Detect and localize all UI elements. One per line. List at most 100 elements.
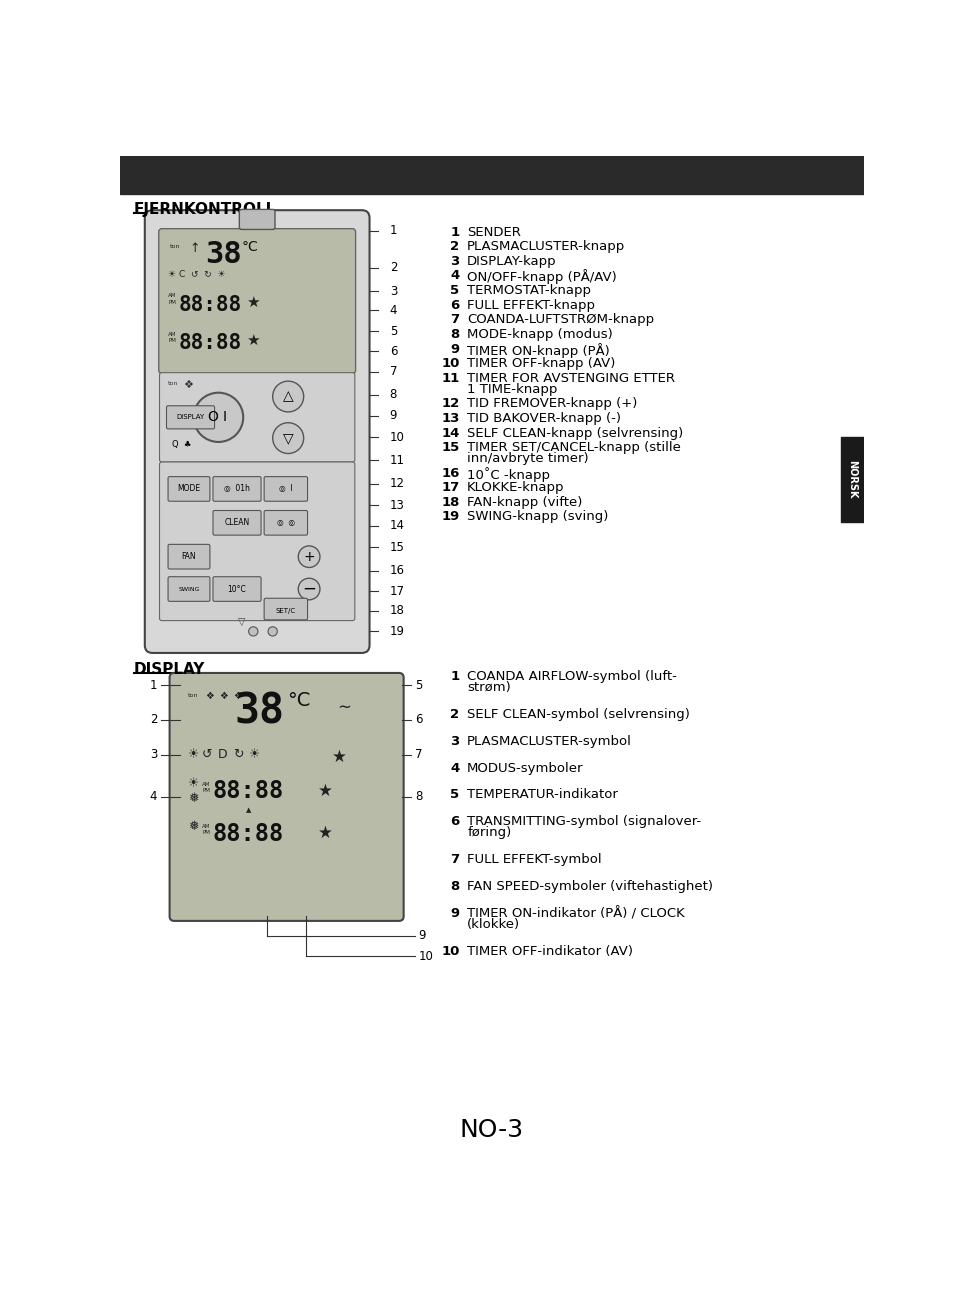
Text: 9: 9 <box>450 342 460 355</box>
FancyBboxPatch shape <box>145 210 370 653</box>
Text: DISPLAY-kapp: DISPLAY-kapp <box>468 255 557 268</box>
Text: ▽: ▽ <box>283 432 294 445</box>
FancyBboxPatch shape <box>213 577 261 601</box>
Text: ↑: ↑ <box>190 242 201 255</box>
Text: FULL EFFEKT-knapp: FULL EFFEKT-knapp <box>468 299 595 312</box>
Circle shape <box>299 546 320 568</box>
Text: TERMOSTAT-knapp: TERMOSTAT-knapp <box>468 284 591 297</box>
Text: DISPLAY: DISPLAY <box>177 415 204 420</box>
Text: COANDA AIRFLOW-symbol (luft-: COANDA AIRFLOW-symbol (luft- <box>468 670 677 683</box>
Text: 11: 11 <box>442 372 460 385</box>
Text: 10: 10 <box>419 950 433 963</box>
Text: 6: 6 <box>450 299 460 312</box>
Text: 88:88: 88:88 <box>213 779 284 804</box>
Bar <box>120 156 864 194</box>
Text: AM: AM <box>168 332 177 337</box>
Text: ◎  I: ◎ I <box>279 485 293 494</box>
Text: ☀: ☀ <box>188 778 200 791</box>
Text: 10: 10 <box>441 945 460 958</box>
Text: KLOKKE-knapp: KLOKKE-knapp <box>468 481 564 494</box>
Text: PM: PM <box>168 338 176 343</box>
Text: strøm): strøm) <box>468 680 511 693</box>
Text: PM: PM <box>203 788 210 793</box>
Text: 10˚C -knapp: 10˚C -knapp <box>468 467 550 482</box>
Circle shape <box>249 627 258 636</box>
Text: TID FREMOVER-knapp (+): TID FREMOVER-knapp (+) <box>468 398 637 411</box>
Text: 19: 19 <box>442 511 460 524</box>
Text: MODE-knapp (modus): MODE-knapp (modus) <box>468 328 612 341</box>
Text: 4: 4 <box>150 791 157 804</box>
Text: TIMER FOR AVSTENGING ETTER: TIMER FOR AVSTENGING ETTER <box>468 372 675 385</box>
FancyBboxPatch shape <box>170 673 403 921</box>
FancyBboxPatch shape <box>158 228 355 373</box>
Text: TEMPERATUR-indikator: TEMPERATUR-indikator <box>468 788 618 801</box>
Text: ❖: ❖ <box>183 380 194 390</box>
Text: ↺: ↺ <box>203 748 213 762</box>
Text: FULL EFFEKT-symbol: FULL EFFEKT-symbol <box>468 853 602 866</box>
FancyBboxPatch shape <box>264 477 307 502</box>
Text: SELF CLEAN-knapp (selvrensing): SELF CLEAN-knapp (selvrensing) <box>468 426 684 439</box>
Text: 6: 6 <box>390 345 397 358</box>
Text: DISPLAY: DISPLAY <box>134 662 205 678</box>
Text: 10: 10 <box>390 430 404 443</box>
Text: +: + <box>303 550 315 564</box>
Text: 9: 9 <box>450 907 460 920</box>
Text: NO-3: NO-3 <box>460 1118 524 1142</box>
Text: ❖: ❖ <box>219 692 228 701</box>
Text: 15: 15 <box>390 540 404 553</box>
Text: CLEAN: CLEAN <box>225 518 250 527</box>
Text: TRANSMITTING-symbol (signalover-: TRANSMITTING-symbol (signalover- <box>468 815 702 828</box>
Text: 38: 38 <box>234 691 285 732</box>
FancyBboxPatch shape <box>159 373 355 461</box>
Text: PM: PM <box>203 829 210 835</box>
Text: 1: 1 <box>150 679 157 692</box>
Text: 5: 5 <box>416 679 422 692</box>
Text: PLASMACLUSTER-knapp: PLASMACLUSTER-knapp <box>468 240 626 253</box>
Text: 10°C: 10°C <box>228 584 247 594</box>
Text: 13: 13 <box>441 412 460 425</box>
Text: 2: 2 <box>390 262 397 275</box>
Text: TIMER ON-knapp (PÅ): TIMER ON-knapp (PÅ) <box>468 342 610 358</box>
Text: ▲: ▲ <box>247 807 252 813</box>
Text: ◎  ◎: ◎ ◎ <box>276 518 295 527</box>
Text: O: O <box>206 411 218 424</box>
Text: 8: 8 <box>450 328 460 341</box>
Text: 19: 19 <box>390 625 405 638</box>
FancyBboxPatch shape <box>168 577 210 601</box>
Text: ★: ★ <box>319 824 333 842</box>
FancyBboxPatch shape <box>213 511 261 535</box>
Text: 18: 18 <box>441 496 460 509</box>
Text: 4: 4 <box>390 303 397 316</box>
Text: TIMER ON-indikator (PÅ) / CLOCK: TIMER ON-indikator (PÅ) / CLOCK <box>468 907 684 920</box>
Text: 2: 2 <box>450 240 460 253</box>
Text: FAN: FAN <box>181 552 196 561</box>
FancyBboxPatch shape <box>239 210 275 229</box>
Text: (klokke): (klokke) <box>468 918 520 931</box>
Text: 8: 8 <box>390 389 397 402</box>
Text: TIMER SET/CANCEL-knapp (stille: TIMER SET/CANCEL-knapp (stille <box>468 441 681 454</box>
Text: 10: 10 <box>441 358 460 371</box>
Text: FAN-knapp (vifte): FAN-knapp (vifte) <box>468 496 583 509</box>
Text: ton: ton <box>188 693 199 699</box>
Text: PLASMACLUSTER-symbol: PLASMACLUSTER-symbol <box>468 735 632 748</box>
Text: 6: 6 <box>450 815 460 828</box>
FancyBboxPatch shape <box>264 599 307 619</box>
Text: 88:88: 88:88 <box>179 295 242 315</box>
Text: ◎  01h: ◎ 01h <box>224 485 250 494</box>
Text: MODUS-symboler: MODUS-symboler <box>468 762 584 775</box>
Text: 5: 5 <box>450 788 460 801</box>
Text: MODE: MODE <box>178 485 201 494</box>
Text: 2: 2 <box>450 708 460 721</box>
Text: 16: 16 <box>390 564 405 577</box>
FancyBboxPatch shape <box>213 477 261 502</box>
Circle shape <box>299 578 320 600</box>
Text: ON/OFF-knapp (PÅ/AV): ON/OFF-knapp (PÅ/AV) <box>468 270 617 284</box>
FancyBboxPatch shape <box>159 461 355 621</box>
Text: TID BAKOVER-knapp (-): TID BAKOVER-knapp (-) <box>468 412 621 425</box>
Text: 13: 13 <box>390 499 404 512</box>
Text: 6: 6 <box>416 713 422 727</box>
FancyBboxPatch shape <box>264 511 307 535</box>
Text: 9: 9 <box>390 410 397 422</box>
Text: SENDER: SENDER <box>468 226 521 238</box>
Text: 3: 3 <box>450 255 460 268</box>
